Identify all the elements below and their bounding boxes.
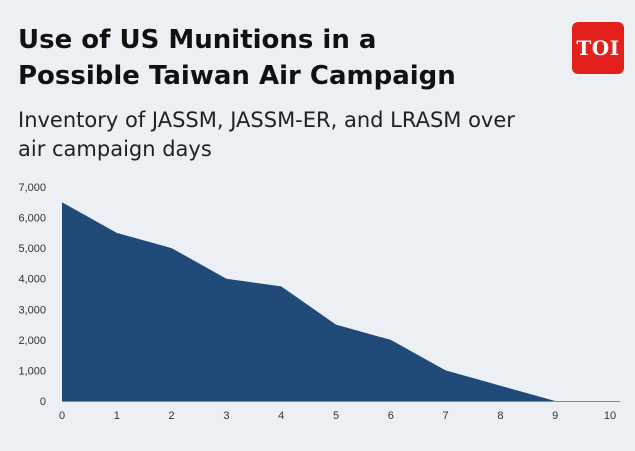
- title-line-2: Possible Taiwan Air Campaign: [18, 61, 456, 91]
- x-tick-label: 10: [604, 410, 616, 422]
- y-tick-label: 1,000: [18, 365, 46, 377]
- x-tick-label: 1: [114, 410, 120, 422]
- chart-title: Use of US Munitions in a Possible Taiwan…: [18, 22, 538, 94]
- y-tick-label: 3,000: [18, 304, 46, 316]
- y-tick-label: 5,000: [18, 243, 46, 255]
- x-tick-label: 4: [278, 410, 284, 422]
- y-tick-label: 2,000: [18, 335, 46, 347]
- y-tick-label: 0: [40, 396, 46, 408]
- inventory-area: [62, 202, 556, 401]
- y-axis: 0 1,000 2,000 3,000 4,000 5,000 6,000 7,000: [18, 182, 46, 408]
- toi-logo: TOI: [572, 22, 624, 74]
- x-tick-label: 0: [59, 410, 65, 422]
- x-tick-label: 9: [552, 410, 558, 422]
- chart-subtitle: Inventory of JASSM, JASSM-ER, and LRASM …: [18, 106, 598, 164]
- x-tick-label: 5: [333, 410, 339, 422]
- y-tick-label: 4,000: [18, 274, 46, 286]
- subtitle-line-1: Inventory of JASSM, JASSM-ER, and LRASM …: [18, 108, 515, 132]
- x-tick-label: 3: [223, 410, 229, 422]
- x-tick-label: 2: [169, 410, 175, 422]
- y-tick-label: 7,000: [18, 182, 46, 194]
- title-line-1: Use of US Munitions in a: [18, 25, 377, 55]
- x-tick-label: 8: [497, 410, 503, 422]
- logo-text: TOI: [576, 36, 620, 60]
- y-tick-label: 6,000: [18, 213, 46, 225]
- x-tick-label: 7: [443, 410, 449, 422]
- subtitle-line-2: air campaign days: [18, 137, 212, 161]
- x-axis: 0 1 2 3 4 5 6 7 8 9 10: [59, 410, 616, 422]
- x-tick-label: 6: [388, 410, 394, 422]
